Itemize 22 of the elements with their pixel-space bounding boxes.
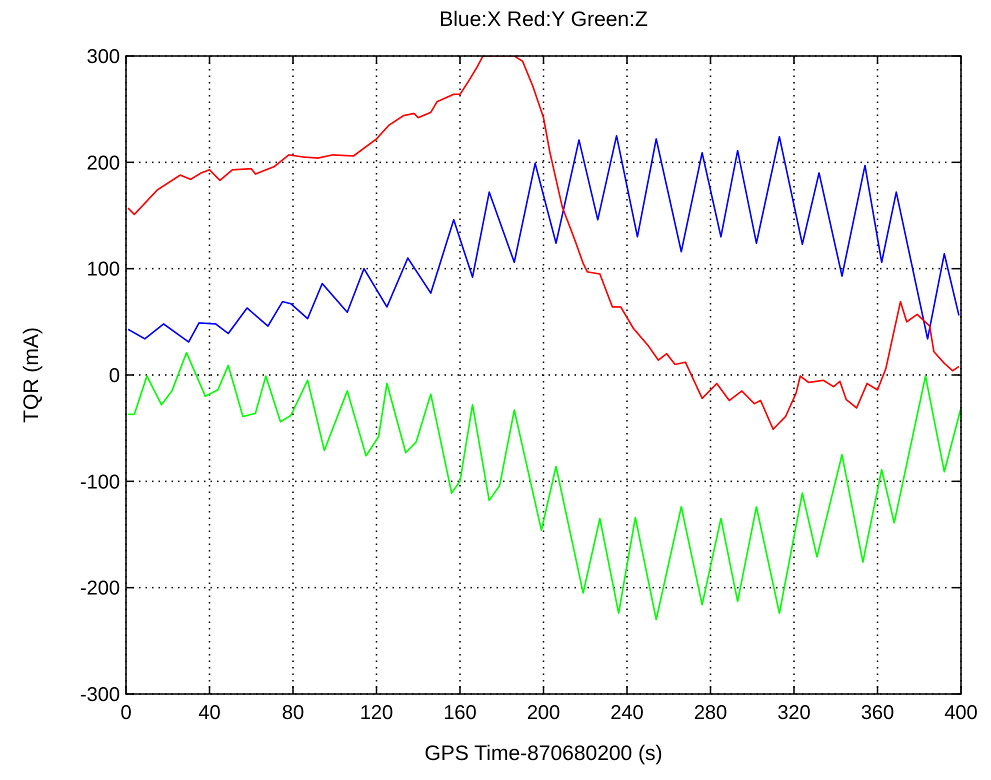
x-tick-label: 240	[610, 702, 644, 724]
x-tick-label: 280	[694, 702, 728, 724]
x-tick-label: 400	[944, 702, 978, 724]
chart-title: Blue:X Red:Y Green:Z	[439, 8, 648, 31]
x-tick-label: 160	[443, 702, 477, 724]
x-tick-label: 360	[860, 702, 894, 724]
x-tick-label: 200	[526, 702, 560, 724]
y-tick-label: 0	[108, 365, 120, 387]
y-tick-label: 100	[86, 258, 120, 281]
y-tick-label: -200	[80, 578, 120, 600]
x-tick-label: 80	[282, 702, 304, 724]
y-tick-label: 300	[86, 46, 120, 68]
y-tick-label: 200	[86, 152, 120, 174]
x-axis-title: GPS Time-870680200 (s)	[424, 742, 663, 765]
line-series	[127, 134, 960, 343]
y-axis-title: TQR (mA)	[20, 327, 43, 423]
x-tick-label: 320	[777, 702, 811, 724]
y-tick-label: -300	[80, 684, 120, 706]
x-tick-label: 40	[198, 702, 221, 724]
y-tick-label: -100	[80, 471, 120, 494]
x-tick-label: 120	[360, 702, 394, 724]
line-series	[127, 352, 961, 620]
